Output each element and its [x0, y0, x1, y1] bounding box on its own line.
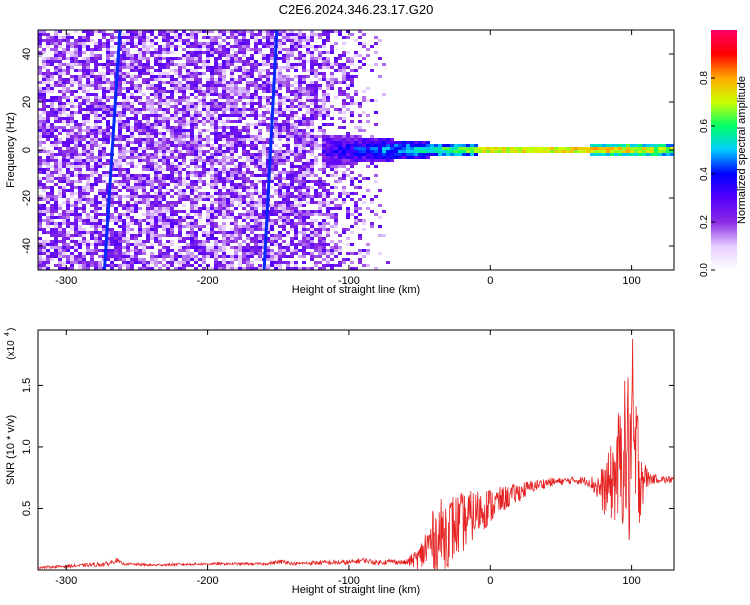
- x-tick-label: -300: [55, 275, 77, 287]
- colorbar-tick-label: 0.2: [699, 215, 710, 229]
- colorbar-label: Normalized spectral amplitude: [736, 76, 748, 224]
- y-tick-label: -40: [21, 238, 33, 254]
- colorbar-tick-label: 0.4: [699, 167, 710, 181]
- snr-y-label: SNR (10 * v/v): [5, 415, 17, 485]
- snr-y-ticks: 0.5 1.0 1.5: [21, 378, 674, 516]
- colorbar-tick-label: 0.0: [699, 263, 710, 277]
- colorbar-tick-label: 0.6: [699, 119, 710, 133]
- y-tick-label: 20: [21, 96, 33, 108]
- colorbar: 0.0 0.2 0.4 0.6 0.8 Normalized spectral ampl…: [699, 30, 748, 277]
- y-tick-label: -20: [21, 190, 33, 206]
- spectrogram-heatmap: [38, 30, 674, 270]
- x-tick-label: 0: [487, 275, 493, 287]
- snr-y-scale-base: (x10: [6, 340, 17, 360]
- snr-y-scale-exponent: 4: [4, 332, 11, 336]
- snr-x-label: Height of straight line (km): [292, 584, 420, 596]
- y-tick-label: 1.0: [21, 439, 33, 454]
- x-tick-label: -200: [197, 575, 219, 587]
- x-tick-label: 100: [622, 575, 640, 587]
- snr-y-scale: (x10 4 ): [4, 328, 17, 360]
- spectrogram-x-label: Height of straight line (km): [292, 284, 420, 296]
- x-tick-label: -200: [197, 275, 219, 287]
- x-tick-label: -300: [55, 575, 77, 587]
- snr-y-scale-close: ): [6, 328, 17, 331]
- spectrogram-y-label: Frequency (Hz): [5, 112, 17, 188]
- snr-frame: [38, 330, 674, 570]
- colorbar-gradient: [711, 30, 737, 270]
- y-tick-label: 1.5: [21, 378, 33, 393]
- snr-series-line: [38, 339, 674, 570]
- y-tick-label: 0: [21, 147, 33, 153]
- x-tick-label: 0: [487, 575, 493, 587]
- y-tick-label: 40: [21, 48, 33, 60]
- figure-title: C2E6.2024.346.23.17.G20: [279, 2, 434, 17]
- x-tick-label: 100: [622, 275, 640, 287]
- y-tick-label: 0.5: [21, 501, 33, 516]
- colorbar-tick-label: 0.8: [699, 71, 710, 85]
